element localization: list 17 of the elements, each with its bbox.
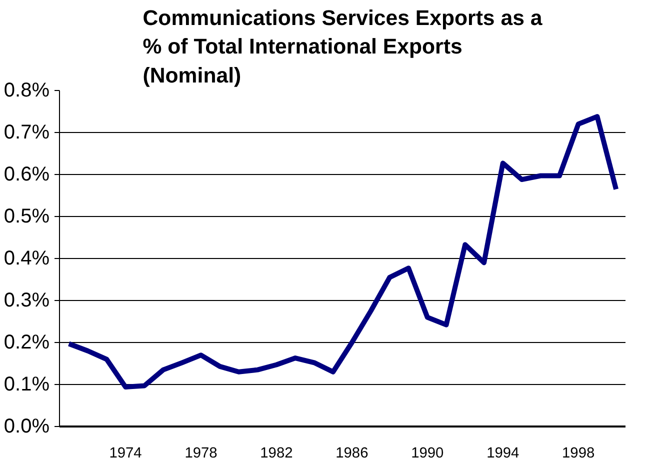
y-tick-label: 0.5%	[4, 206, 50, 228]
y-tick-label: 0.2%	[4, 332, 50, 354]
y-tick-label: 0.7%	[4, 122, 50, 144]
x-tick-label: 1974	[109, 446, 142, 462]
x-tick-label: 1982	[260, 446, 293, 462]
y-tick-label: 0.3%	[4, 290, 50, 312]
x-tick-label: 1990	[411, 446, 444, 462]
x-tick-label: 1998	[562, 446, 595, 462]
y-tick-label: 0.8%	[4, 80, 50, 102]
x-tick-label: 1986	[336, 446, 368, 462]
y-tick-label: 0.0%	[4, 416, 50, 438]
y-tick-label: 0.1%	[4, 374, 50, 396]
x-tick-label: 1978	[184, 446, 218, 462]
y-tick-label: 0.4%	[4, 248, 50, 270]
y-tick-label: 0.6%	[4, 164, 50, 186]
chart-title: Communications Services Exports as a % of Total International Exports (Nominal)	[142, 6, 542, 88]
x-tick-label: 1994	[486, 446, 520, 462]
